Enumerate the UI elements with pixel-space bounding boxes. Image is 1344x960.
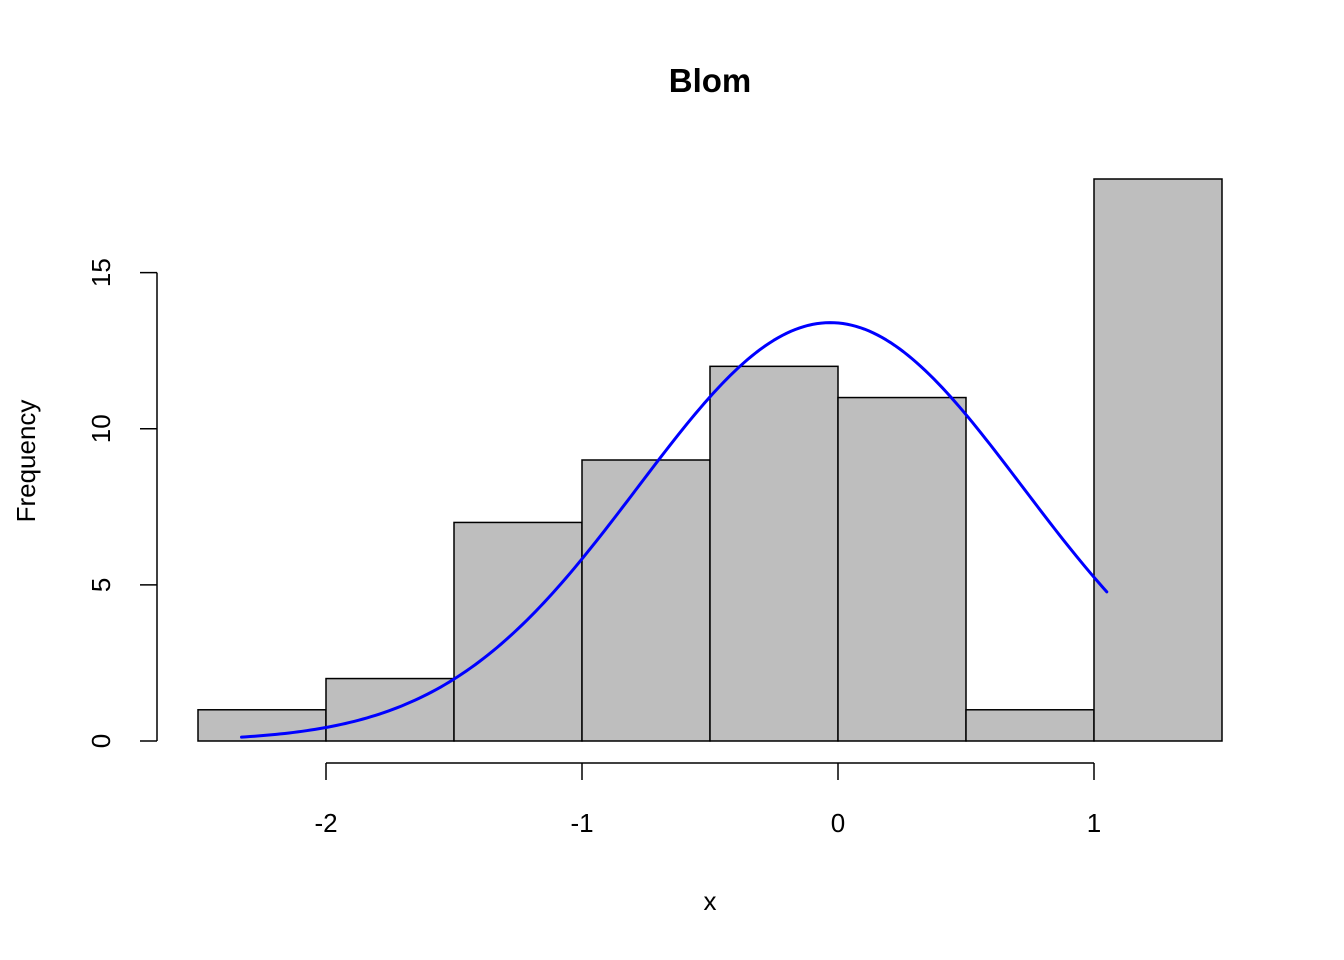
x-axis: -2 -1 0 1: [314, 762, 1101, 838]
histogram-bar: [1093, 178, 1223, 742]
y-tick-label: 10: [86, 414, 116, 443]
histogram-bar: [581, 459, 711, 742]
x-tick-label: -2: [314, 808, 337, 838]
y-tick-label: 15: [86, 258, 116, 287]
x-tick-label: 1: [1087, 808, 1101, 838]
density-curve: [240, 321, 1109, 739]
histogram-bar: [709, 365, 839, 742]
y-axis-label: Frequency: [11, 400, 41, 523]
histogram-bar: [965, 709, 1095, 742]
x-tick-label: 0: [831, 808, 845, 838]
chart-title: Blom: [669, 62, 752, 99]
bars-group: [197, 178, 1223, 742]
density-curve-group: [240, 321, 1109, 739]
y-tick-label: 5: [86, 578, 116, 592]
x-axis-label: x: [704, 886, 717, 916]
histogram-bar: [837, 396, 967, 742]
y-axis: 0 5 10 15: [86, 258, 158, 748]
x-tick-label: -1: [570, 808, 593, 838]
y-tick-label: 0: [86, 734, 116, 748]
histogram-bar: [453, 521, 583, 742]
